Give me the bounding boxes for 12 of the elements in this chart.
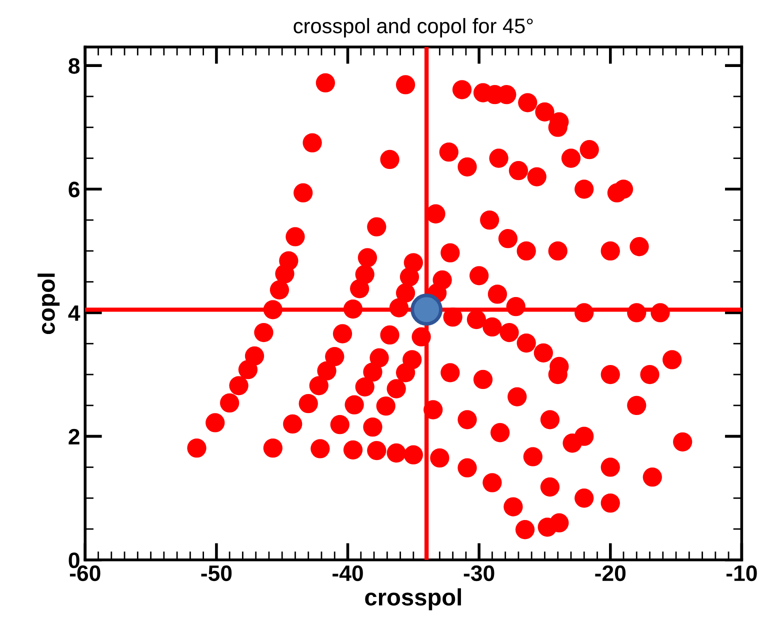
y-tick-label: 6 [68,182,80,198]
y-tick-label: 4 [68,306,80,321]
x-axis-title: crosspol [365,588,461,610]
x-tick-label: -30 [464,565,494,582]
y-tick-label: 8 [68,58,80,74]
x-tick-label: -50 [201,565,232,582]
x-tick-label: -20 [595,565,626,582]
x-tick-label: -40 [332,565,363,582]
y-tick-label: 2 [68,428,80,444]
chart-title: crosspol and copol for 45° [294,18,533,38]
x-tick-label: -10 [726,565,757,582]
y-axis-title: copol [38,274,60,334]
